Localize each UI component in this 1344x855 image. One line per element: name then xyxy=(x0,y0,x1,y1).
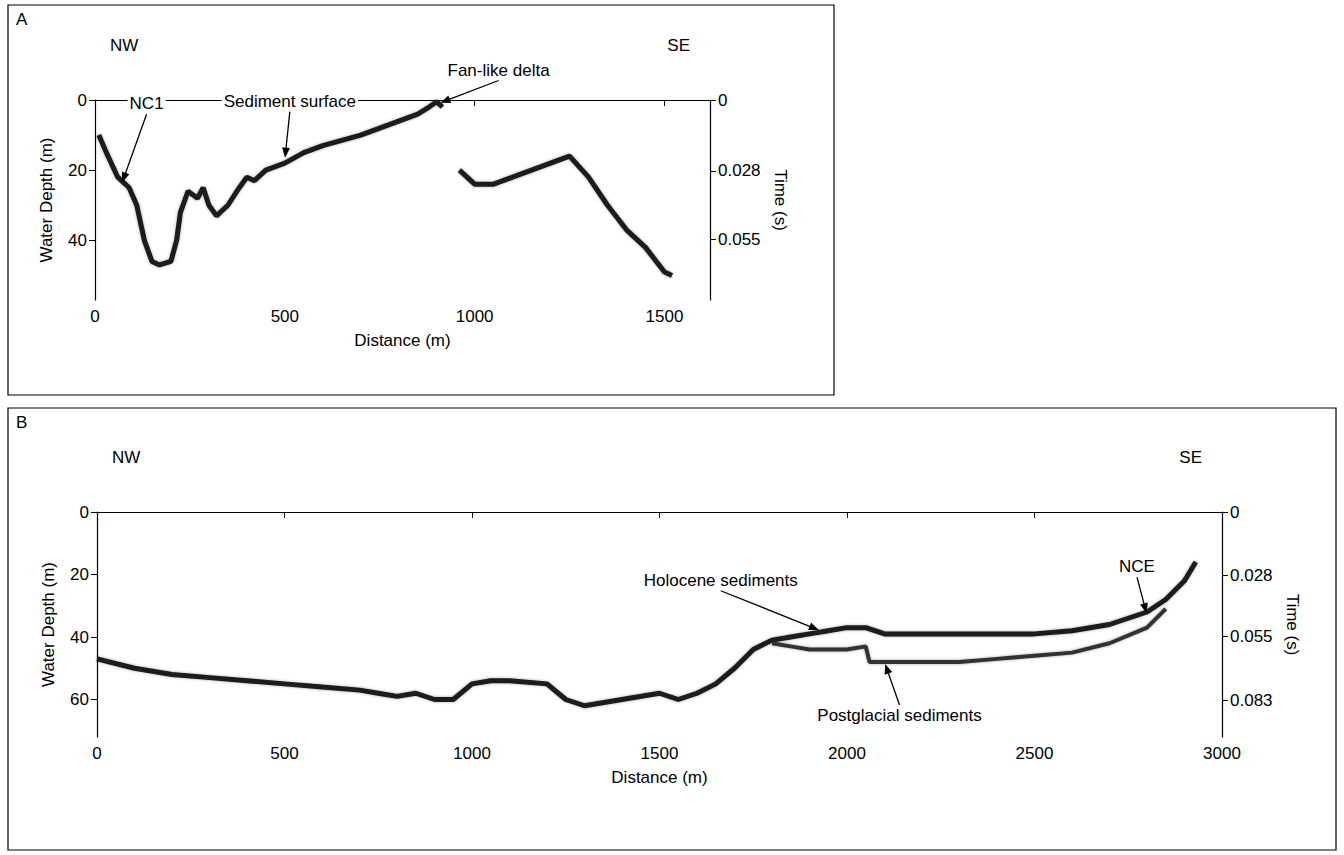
svg-text:2500: 2500 xyxy=(1016,744,1054,763)
svg-text:Distance (m): Distance (m) xyxy=(354,331,450,350)
svg-text:3000: 3000 xyxy=(1203,744,1241,763)
svg-text:Fan-like delta: Fan-like delta xyxy=(448,61,551,80)
svg-text:Distance (m): Distance (m) xyxy=(611,768,707,787)
svg-text:500: 500 xyxy=(271,307,299,326)
svg-text:SE: SE xyxy=(1179,448,1202,467)
svg-text:0: 0 xyxy=(90,307,99,326)
svg-text:Time (s): Time (s) xyxy=(771,169,790,231)
svg-text:1500: 1500 xyxy=(641,744,679,763)
svg-text:Water Depth (m): Water Depth (m) xyxy=(39,562,58,687)
svg-text:40: 40 xyxy=(68,231,87,250)
svg-text:20: 20 xyxy=(70,565,89,584)
svg-text:Time (s): Time (s) xyxy=(1283,594,1302,656)
svg-text:0.083: 0.083 xyxy=(1230,691,1273,710)
svg-text:NW: NW xyxy=(110,36,138,55)
svg-text:B: B xyxy=(16,413,27,432)
svg-text:A: A xyxy=(16,10,28,29)
svg-text:0.055: 0.055 xyxy=(718,230,761,249)
svg-text:NC1: NC1 xyxy=(130,94,164,113)
svg-text:40: 40 xyxy=(70,628,89,647)
svg-text:Sediment surface: Sediment surface xyxy=(224,92,356,111)
svg-text:Postglacial sediments: Postglacial sediments xyxy=(817,706,981,725)
svg-text:NCE: NCE xyxy=(1119,557,1155,576)
svg-text:1000: 1000 xyxy=(453,744,491,763)
svg-text:Water Depth (m): Water Depth (m) xyxy=(37,137,56,262)
svg-text:0: 0 xyxy=(78,91,87,110)
svg-text:0: 0 xyxy=(718,91,727,110)
svg-text:1500: 1500 xyxy=(646,307,684,326)
svg-text:60: 60 xyxy=(70,690,89,709)
svg-text:0: 0 xyxy=(92,744,101,763)
svg-text:Holocene sediments: Holocene sediments xyxy=(644,571,798,590)
svg-text:500: 500 xyxy=(270,744,298,763)
svg-text:0: 0 xyxy=(80,503,89,522)
svg-text:20: 20 xyxy=(68,161,87,180)
svg-text:0.028: 0.028 xyxy=(718,161,761,180)
svg-text:SE: SE xyxy=(667,36,690,55)
svg-text:0: 0 xyxy=(1230,503,1239,522)
svg-text:NW: NW xyxy=(112,448,140,467)
svg-text:0.028: 0.028 xyxy=(1230,566,1273,585)
svg-text:0.055: 0.055 xyxy=(1230,627,1273,646)
svg-text:2000: 2000 xyxy=(828,744,866,763)
svg-text:1000: 1000 xyxy=(456,307,494,326)
